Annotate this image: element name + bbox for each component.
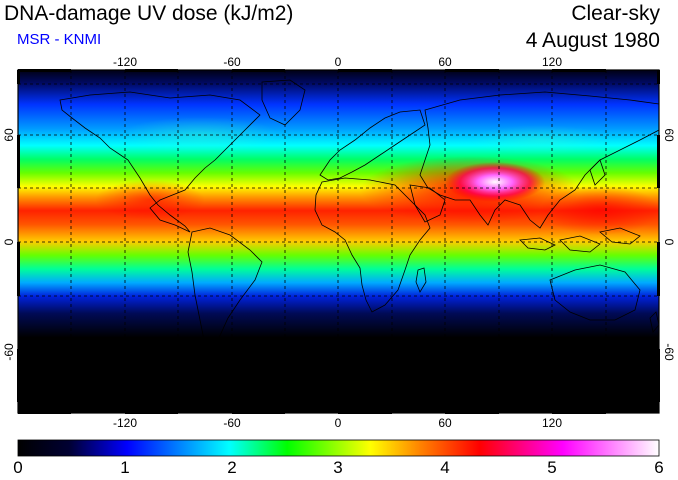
colorbar-label: 3 (333, 458, 343, 477)
lon-tick-top: -60 (223, 55, 241, 69)
colorbar-label: 4 (440, 458, 450, 477)
lon-tick-bottom: 0 (335, 416, 342, 430)
graticule (18, 70, 659, 413)
lat-tick-left: 60 (2, 128, 16, 142)
data-source: MSR - KNMI (17, 31, 102, 48)
colorbar-label: 6 (654, 458, 664, 477)
lon-tick-top: -120 (113, 55, 137, 69)
colorbar-label: 5 (547, 458, 557, 477)
lon-tick-top: 60 (438, 55, 452, 69)
lat-tick-right: 0 (662, 239, 676, 246)
lat-tick-left: -60 (2, 343, 16, 361)
sky-condition: Clear-sky (571, 2, 660, 25)
lat-tick-right: 60 (662, 128, 676, 142)
colorbar (17, 439, 660, 457)
lon-tick-top: 0 (335, 55, 342, 69)
border-scale (17, 69, 660, 414)
map-title: DNA-damage UV dose (kJ/m2) (4, 2, 294, 25)
coastlines (59, 79, 659, 377)
map-date: 4 August 1980 (525, 29, 660, 52)
colorbar-label: 1 (120, 458, 130, 477)
lon-tick-top: 120 (542, 55, 562, 69)
lon-tick-bottom: -60 (223, 416, 241, 430)
lon-tick-bottom: 120 (542, 416, 562, 430)
lon-tick-bottom: 60 (438, 416, 452, 430)
colorbar-label: 0 (13, 458, 23, 477)
uv-dose-field (18, 70, 659, 413)
lat-tick-right: -60 (662, 343, 676, 361)
colorbar-label: 2 (227, 458, 237, 477)
lat-tick-left: 0 (2, 238, 16, 245)
lon-tick-bottom: -120 (113, 416, 137, 430)
